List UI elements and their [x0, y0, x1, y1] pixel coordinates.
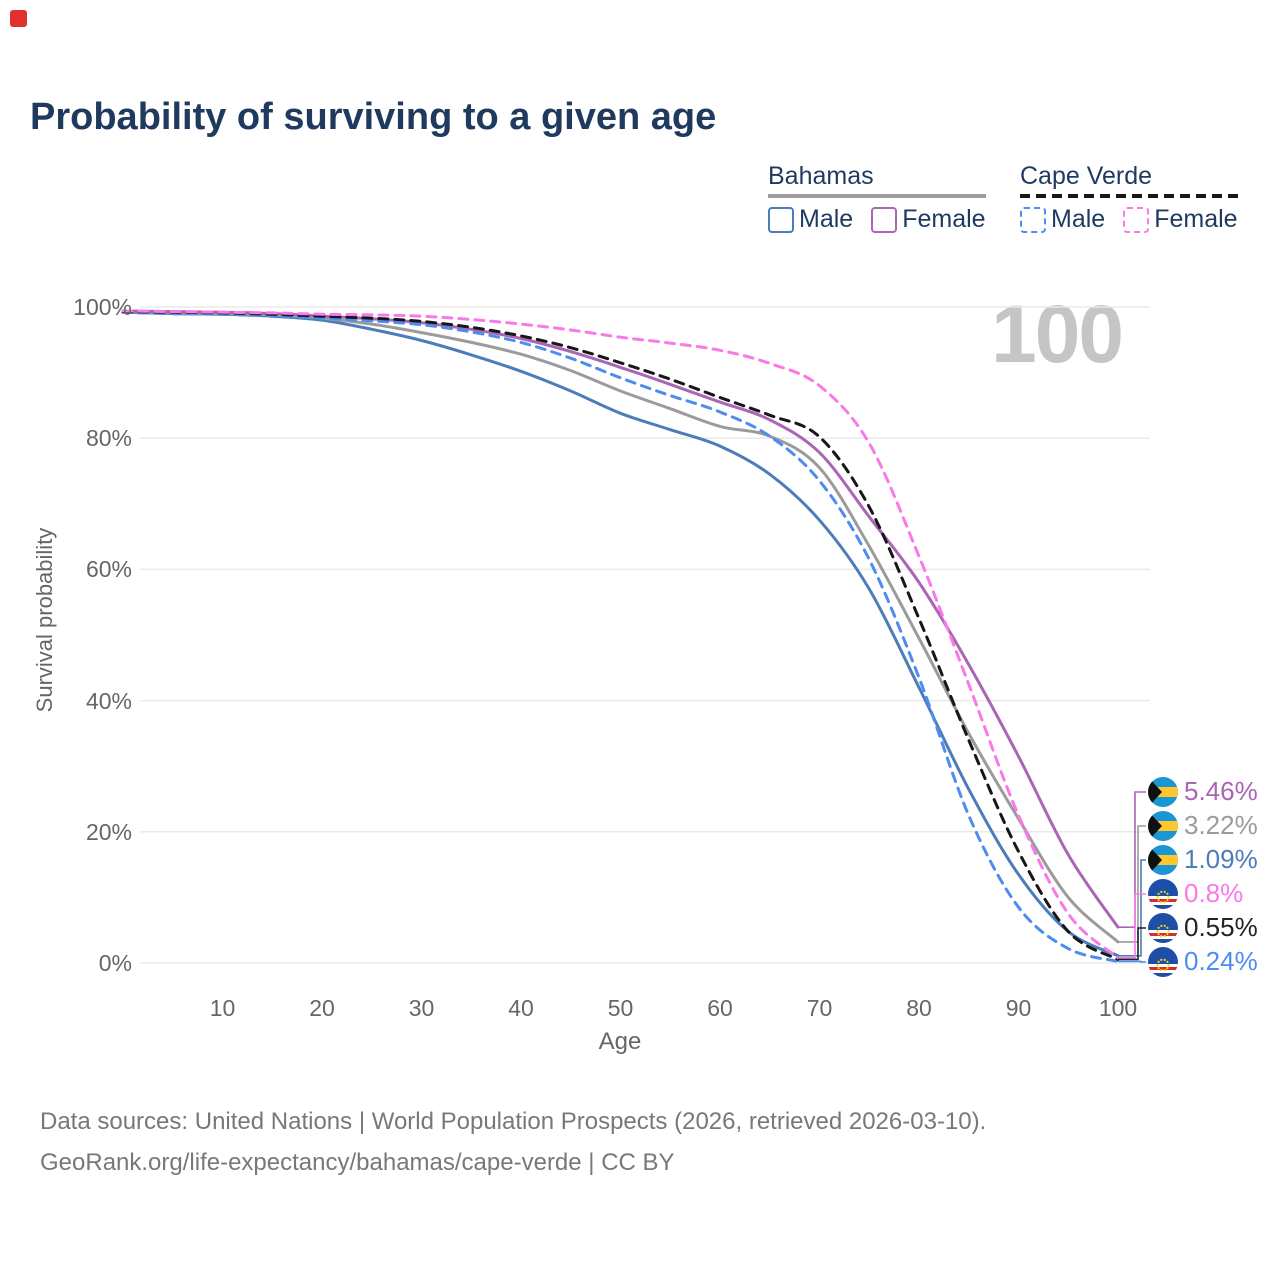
legend-underline-bahamas [768, 194, 986, 198]
x-tick-20: 20 [309, 995, 335, 1021]
curve-cape-verde-female[interactable] [121, 309, 1120, 960]
cape-verde-flag-icon [1148, 946, 1178, 977]
legend-group-bahamas: Bahamas Male Female [768, 162, 986, 234]
x-tick-90: 90 [1005, 995, 1032, 1021]
legend-label: Female [1154, 205, 1238, 233]
cape-verde-female-swatch-icon [1123, 206, 1150, 233]
legend-underline-cape-verde [1020, 194, 1238, 198]
x-tick-10: 10 [209, 995, 236, 1021]
x-tick-30: 30 [408, 995, 435, 1021]
x-tick-40: 40 [508, 995, 534, 1021]
end-label-value: 0.8% [1184, 878, 1244, 908]
y-tick-60: 60% [85, 556, 132, 583]
cape-verde-male-swatch-icon [1020, 206, 1046, 233]
bahamas-flag-icon [1148, 776, 1178, 807]
legend-label: Female [902, 205, 986, 233]
footer-data-sources: Data sources: United Nations | World Pop… [40, 1108, 987, 1135]
x-tick-80: 80 [906, 995, 932, 1021]
legend-label: Male [1051, 205, 1106, 233]
legend-item-bahamas-female[interactable]: Female [871, 205, 986, 234]
y-tick-100: 100% [73, 294, 132, 320]
legend-item-cape-verde-male[interactable]: Male [1020, 205, 1105, 234]
end-label-row: 0.8% [1148, 878, 1243, 909]
end-label-row: 0.24% [1148, 946, 1258, 977]
legend-group-cape-verde: Cape Verde Male Female [1020, 162, 1238, 234]
curve-cape-verde-male[interactable] [121, 310, 1120, 963]
end-label-row: 1.09% [1148, 844, 1258, 875]
end-label-connector [1118, 791, 1146, 928]
end-label-row: 5.46% [1148, 776, 1258, 807]
y-tick-20: 20% [85, 818, 132, 845]
y-axis-title: Survival probability [32, 527, 57, 713]
end-label-connector [1118, 927, 1146, 961]
end-label-row: 3.22% [1148, 810, 1258, 841]
bahamas-male-swatch-icon [768, 206, 794, 233]
curve-bahamas-male[interactable] [121, 310, 1120, 958]
bahamas-flag-icon [1148, 810, 1178, 841]
bahamas-flag-icon [1148, 844, 1178, 875]
cape-verde-flag-icon [1148, 878, 1178, 909]
legend-label: Male [799, 205, 854, 233]
end-label-row: 0.55% [1148, 912, 1258, 943]
y-tick-80: 80% [85, 425, 132, 452]
x-tick-70: 70 [806, 995, 833, 1021]
legend-item-bahamas-male[interactable]: Male [768, 205, 853, 234]
end-label-connector [1118, 960, 1146, 963]
end-label-value: 5.46% [1184, 776, 1258, 806]
legend-header-bahamas[interactable]: Bahamas [768, 162, 874, 190]
legend-item-cape-verde-female[interactable]: Female [1123, 205, 1238, 234]
end-label-connector [1118, 859, 1146, 957]
page-title: Probability of surviving to a given age [30, 96, 717, 138]
cape-verde-flag-icon [1148, 912, 1178, 943]
curve-cape-verde-both[interactable] [121, 310, 1120, 961]
end-label-value: 1.09% [1184, 844, 1258, 874]
x-axis-title: Age [598, 1028, 642, 1055]
legend-header-cape-verde[interactable]: Cape Verde [1020, 162, 1153, 190]
footer-attribution: GeoRank.org/life-expectancy/bahamas/cape… [40, 1149, 675, 1176]
curve-bahamas-both[interactable] [121, 310, 1120, 944]
end-label-connector [1118, 825, 1146, 943]
end-label-value: 0.55% [1184, 912, 1258, 942]
y-tick-40: 40% [85, 687, 132, 714]
end-label-connector [1118, 893, 1146, 959]
y-tick-0: 0% [98, 950, 132, 976]
curve-bahamas-female[interactable] [121, 309, 1120, 929]
x-tick-100: 100 [1098, 995, 1138, 1021]
x-tick-50: 50 [607, 995, 634, 1021]
x-tick-60: 60 [707, 995, 733, 1021]
bahamas-female-swatch-icon [871, 206, 898, 233]
end-label-value: 0.24% [1184, 946, 1258, 976]
site-logo [10, 10, 27, 27]
end-label-value: 3.22% [1184, 810, 1258, 840]
